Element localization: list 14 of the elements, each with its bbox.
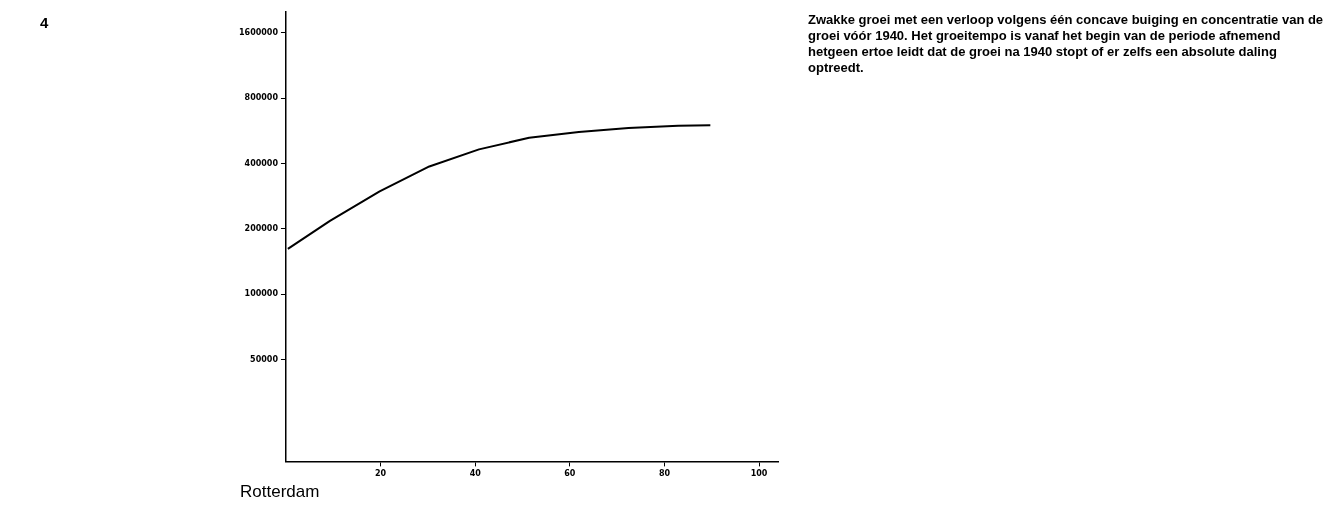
y-tick-label: 100000 bbox=[244, 289, 279, 299]
y-tick-label: 200000 bbox=[244, 224, 279, 234]
y-tick-label: 1600000 bbox=[239, 27, 279, 37]
x-tick-label: 100 bbox=[750, 469, 768, 479]
x-tick-label: 60 bbox=[564, 469, 576, 479]
y-tick-label: 400000 bbox=[244, 158, 279, 168]
x-tick-label: 80 bbox=[658, 469, 671, 479]
x-tick-label: 20 bbox=[375, 469, 387, 479]
text: Zwakke groei met een verloop volgens één concave buiging en concentratie van de groei vóór 1940. Het groeitempo is vanaf het begin van de periode afnemend hetgeen ertoe leidt dat de groei na 1940 stopt of er zelfs een absolute daling optreedt. bbox=[808, 12, 1325, 76]
y-tick-label: 50000 bbox=[250, 354, 279, 364]
text: Rotterdam bbox=[240, 482, 320, 502]
y-tick-label: 800000 bbox=[244, 93, 279, 103]
x-tick-label: 40 bbox=[469, 469, 482, 479]
text: 4 bbox=[40, 14, 49, 31]
